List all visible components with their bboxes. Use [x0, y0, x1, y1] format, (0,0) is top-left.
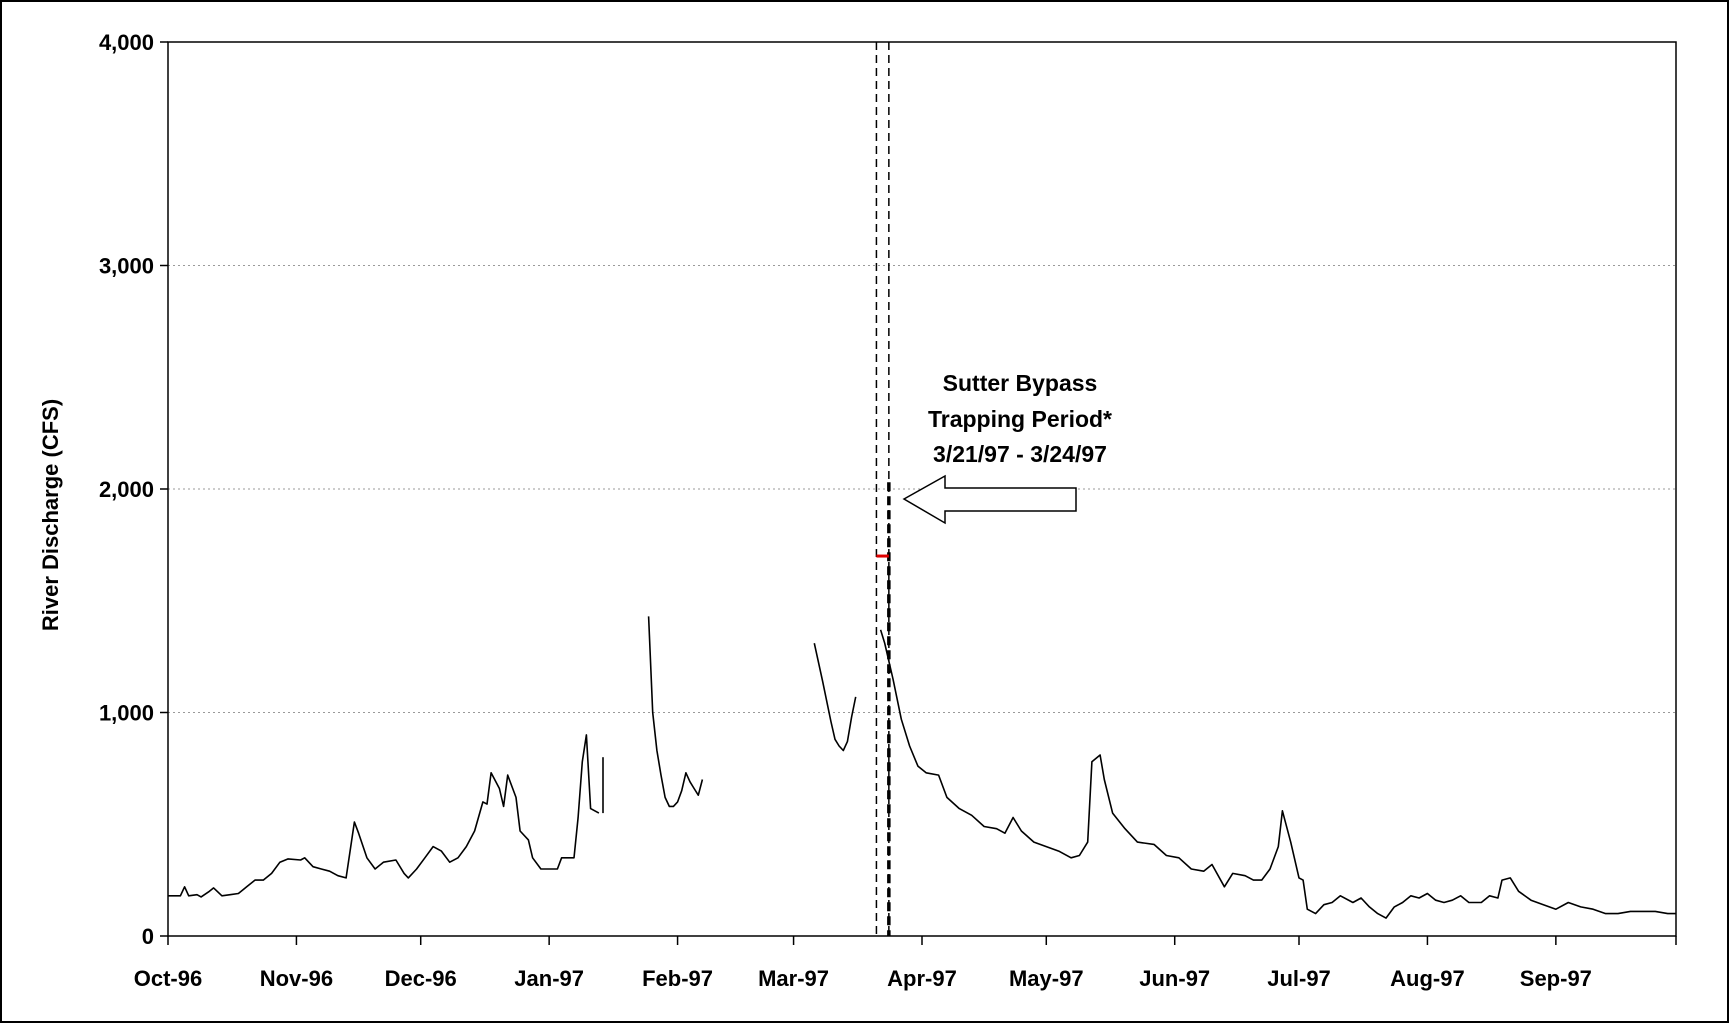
x-tick-label-4: Feb-97: [642, 966, 713, 991]
discharge-line-segment-3: [813, 643, 857, 752]
discharge-line-segment-2: [647, 616, 704, 808]
series-layer: [168, 616, 1676, 919]
y-tick-label-0: 0: [142, 924, 154, 949]
discharge-line-segment-4: [879, 629, 1676, 919]
x-tick-label-2: Dec-96: [385, 966, 457, 991]
trapping-period-lines: [875, 42, 891, 936]
y-tick-label-3: 3,000: [99, 254, 154, 279]
y-tick-label-4: 4,000: [99, 30, 154, 55]
annotation-line-2: Trapping Period*: [928, 406, 1112, 432]
discharge-line-segment-0: [168, 734, 600, 898]
annotation-arrow: [902, 474, 1077, 525]
annotation-layer: Sutter Bypass Trapping Period* 3/21/97 -…: [902, 370, 1112, 525]
x-tick-label-5: Mar-97: [758, 966, 829, 991]
x-tick-label-11: Sep-97: [1520, 966, 1592, 991]
x-tick-label-10: Aug-97: [1390, 966, 1465, 991]
y-tick-label-1: 1,000: [99, 701, 154, 726]
axis-layer: 0 1,000 2,000 3,000 4,000 Oct-96 Nov-96 Dec-96 J…: [99, 30, 1677, 991]
x-tick-label-0: Oct-96: [134, 966, 202, 991]
y-tick-label-2: 2,000: [99, 477, 154, 502]
x-tick-label-8: Jun-97: [1139, 966, 1210, 991]
x-tick-label-9: Jul-97: [1267, 966, 1331, 991]
x-tick-label-3: Jan-97: [514, 966, 584, 991]
x-tick-label-6: Apr-97: [887, 966, 957, 991]
annotation-line-3: 3/21/97 - 3/24/97: [933, 441, 1107, 467]
x-tick-label-7: May-97: [1009, 966, 1084, 991]
annotation-line-1: Sutter Bypass: [943, 370, 1098, 396]
x-tick-label-1: Nov-96: [260, 966, 333, 991]
grid-layer: [168, 265, 1676, 713]
y-axis-title: River Discharge (CFS): [38, 399, 63, 631]
